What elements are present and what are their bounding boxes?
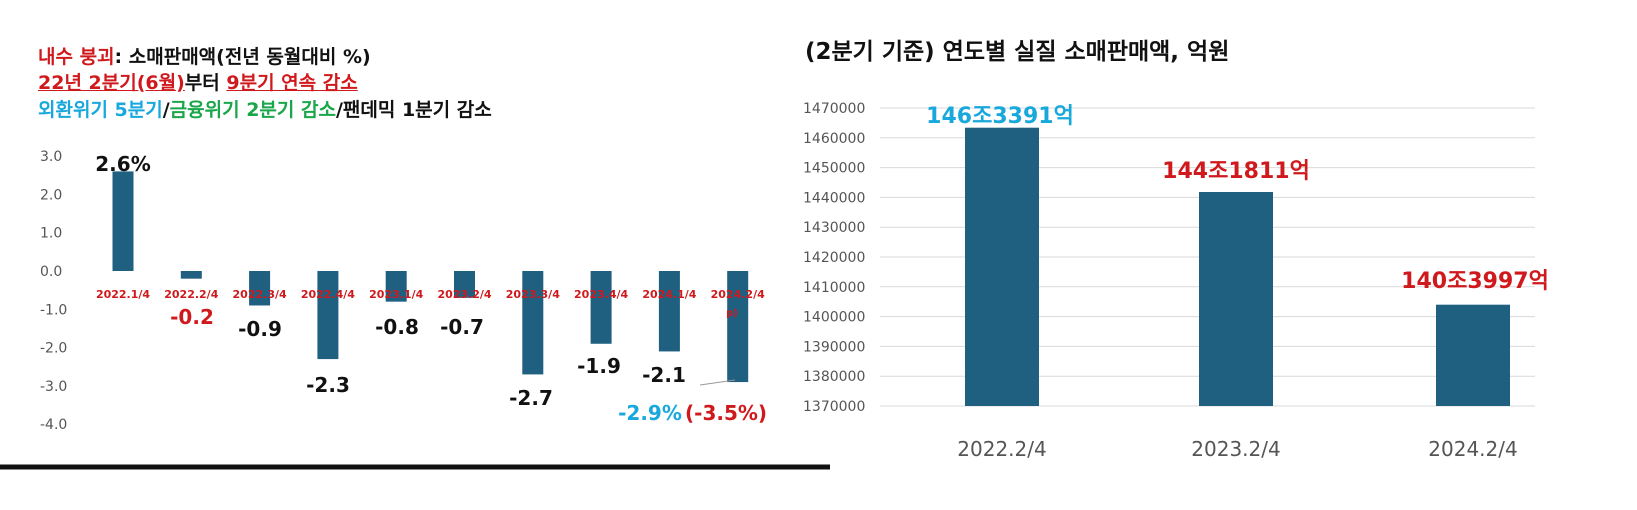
y-tick-label: 1.0 [40,226,62,242]
header-collapse-text: 내수 붕괴 [38,46,115,68]
preliminary-note: p) [726,308,738,319]
bar [454,271,475,298]
x-tick-label: 2022.2/4 [957,437,1046,461]
y-tick-label: -1.0 [40,302,67,318]
y-tick-label: 1460000 [803,131,865,147]
header-pandemic-text: /팬데믹 1분기 감소 [335,99,492,121]
y-tick-label: 1400000 [803,310,865,326]
data-label: 140조3997억 [1401,269,1549,294]
data-label: 2.6% [95,152,150,176]
y-tick-label: 2.0 [40,187,62,203]
data-label: -2.1 [642,363,686,387]
y-tick-label: 1440000 [803,190,865,206]
header-financial-crisis-text: 금융위기 2분기 감소 [169,99,336,121]
left-header-line1: 내수 붕괴: 소매판매액(전년 동월대비 %) [38,42,371,69]
data-label: -2.9% [618,401,682,425]
bar [965,127,1039,406]
y-tick-label: 1390000 [803,339,865,355]
data-label: -0.8 [375,315,419,339]
y-tick-label: 1370000 [803,399,865,415]
x-tick-label: 2022.2/4 [164,288,218,301]
y-tick-label: 0.0 [40,264,62,280]
x-tick-label: 2024.1/4 [642,288,696,301]
x-tick-label: 2024.2/4 [1428,437,1517,461]
x-tick-label: 2022.1/4 [96,288,150,301]
right-chart-title: (2분기 기준) 연도별 실질 소매판매액, 억원 [805,39,1230,65]
x-tick-label: 2023.2/4 [437,288,491,301]
bar [658,271,680,352]
x-tick-label: 2023.2/4 [1191,437,1280,461]
bar [317,271,339,360]
header-metric-text: : 소매판매액(전년 동월대비 %) [114,46,371,68]
data-label: -2.3 [306,373,350,397]
x-tick-label: 2023.3/4 [506,288,560,301]
bar [1436,304,1510,406]
bar [590,271,612,344]
y-tick-label: 1410000 [803,280,865,296]
y-tick-label: 1380000 [803,369,865,385]
data-label: 146조3391억 [926,104,1074,129]
header-start-text: 22년 2분기(6월) [38,72,185,94]
header-fx-crisis-text: 외환위기 5분기 [38,99,163,121]
data-label: -0.2 [170,305,214,329]
y-tick-label: 3.0 [40,149,62,165]
left-header-line2: 22년 2분기(6월)부터 9분기 연속 감소 [38,68,358,95]
bar [180,271,202,279]
data-label: -0.7 [440,315,484,339]
x-tick-label: 2024.2/4 [711,288,765,301]
y-tick-label: -2.0 [40,341,67,357]
y-tick-label: 1420000 [803,250,865,266]
x-tick-label: 2023.4/4 [574,288,628,301]
y-tick-label: 1430000 [803,220,865,236]
bar [727,271,749,383]
bar [385,271,407,302]
y-tick-label: 1450000 [803,161,865,177]
header-streak-text: 9분기 연속 감소 [226,72,358,94]
annotation-label: (-3.5%) [685,401,767,425]
header-slash-text: / [162,99,170,121]
x-tick-label: 2022.3/4 [233,288,287,301]
header-from-text: 부터 [184,72,227,94]
y-tick-label: -3.0 [40,379,67,395]
x-tick-label: 2022.4/4 [301,288,355,301]
data-label: -0.9 [238,317,282,341]
data-label: 144조1811억 [1162,159,1310,184]
data-label: -2.7 [509,386,553,410]
bar [112,171,134,271]
y-tick-label: 1470000 [803,101,865,117]
left-header-line3: 외환위기 5분기/금융위기 2분기 감소/팬데믹 1분기 감소 [38,95,492,122]
x-tick-label: 2023.1/4 [369,288,423,301]
bar [1199,192,1273,406]
annotation-leader [699,379,736,386]
data-label: -1.9 [577,354,621,378]
bar [522,271,544,375]
y-tick-label: -4.0 [40,417,67,433]
bar [249,271,271,306]
